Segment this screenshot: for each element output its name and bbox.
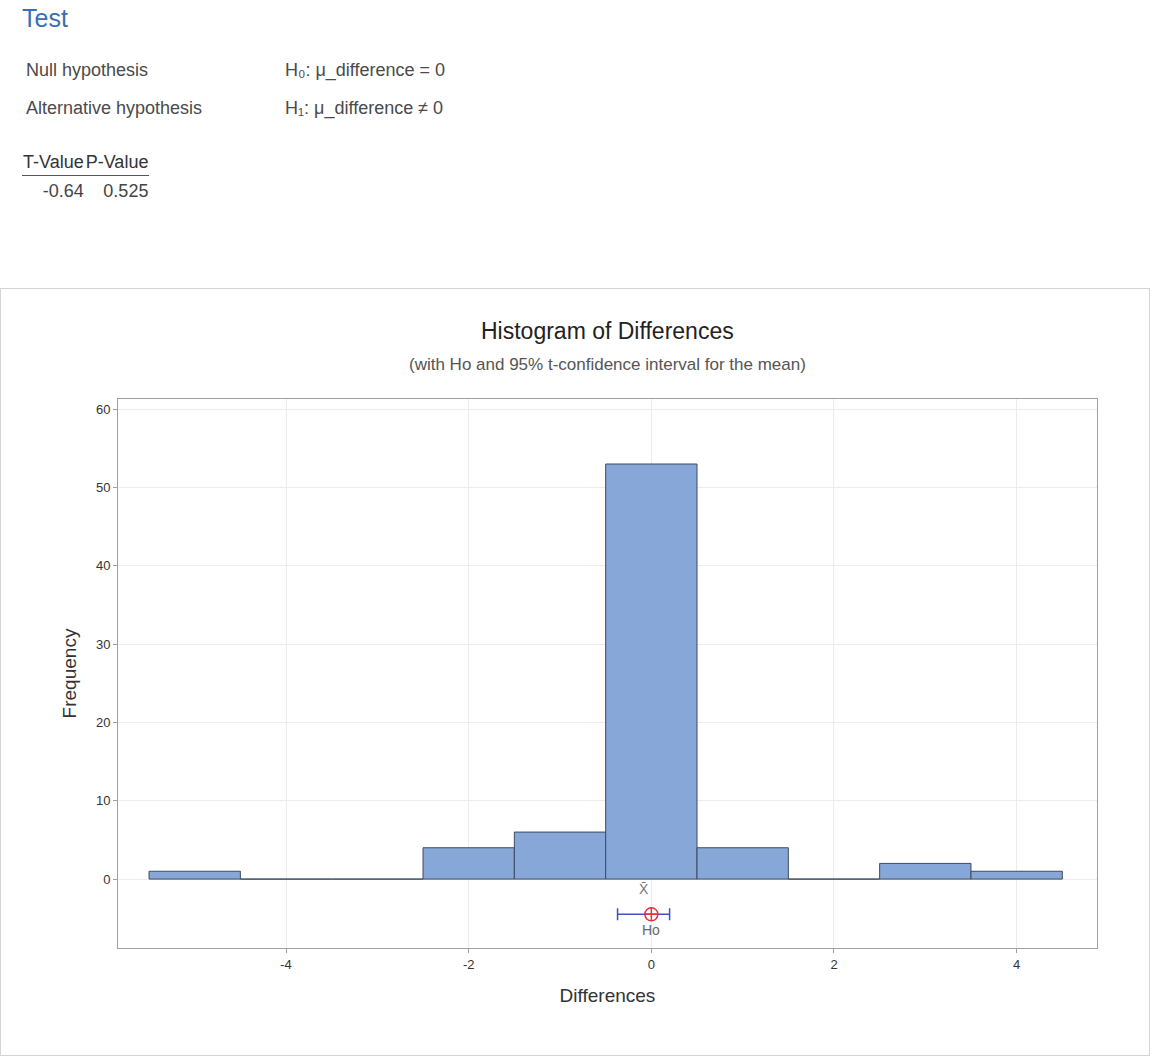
svg-text:50: 50 <box>96 480 110 495</box>
svg-text:Differences: Differences <box>560 985 656 1006</box>
svg-text:(with Ho and 95% t-confidence: (with Ho and 95% t-confidence interval f… <box>409 355 806 374</box>
svg-text:0: 0 <box>103 872 110 887</box>
svg-text:-4: -4 <box>280 957 292 972</box>
html-text:0.525: 0.525 <box>103 181 149 201</box>
svg-text:30: 30 <box>96 637 110 652</box>
html-text:Alternative hypothesis: Alternative hypothesis <box>26 98 203 118</box>
html-text:T-Value P-Value: T-Value P-Value <box>23 152 149 172</box>
svg-text:4: 4 <box>1013 957 1020 972</box>
svg-text:X̄: X̄ <box>639 881 649 897</box>
svg-text:60: 60 <box>96 402 110 417</box>
svg-text:Histogram of Differences: Histogram of Differences <box>481 318 734 344</box>
svg-text:40: 40 <box>96 558 110 573</box>
svg-text:2: 2 <box>830 957 837 972</box>
html-text:H₁: μ_difference ≠ 0: H₁: μ_difference ≠ 0 <box>285 98 444 118</box>
html-text:H₀: μ_difference = 0: H₀: μ_difference = 0 <box>285 60 446 80</box>
svg-text:-2: -2 <box>463 957 475 972</box>
html-text:Test: Test <box>22 4 68 32</box>
svg-text:10: 10 <box>96 793 110 808</box>
svg-text:20: 20 <box>96 715 110 730</box>
svg-text:Frequency: Frequency <box>59 628 80 718</box>
svg-text:0: 0 <box>648 957 655 972</box>
svg-text:Ho: Ho <box>642 922 660 938</box>
html-text:Null hypothesis: Null hypothesis <box>26 60 149 80</box>
html-text:-0.64: -0.64 <box>42 181 84 201</box>
